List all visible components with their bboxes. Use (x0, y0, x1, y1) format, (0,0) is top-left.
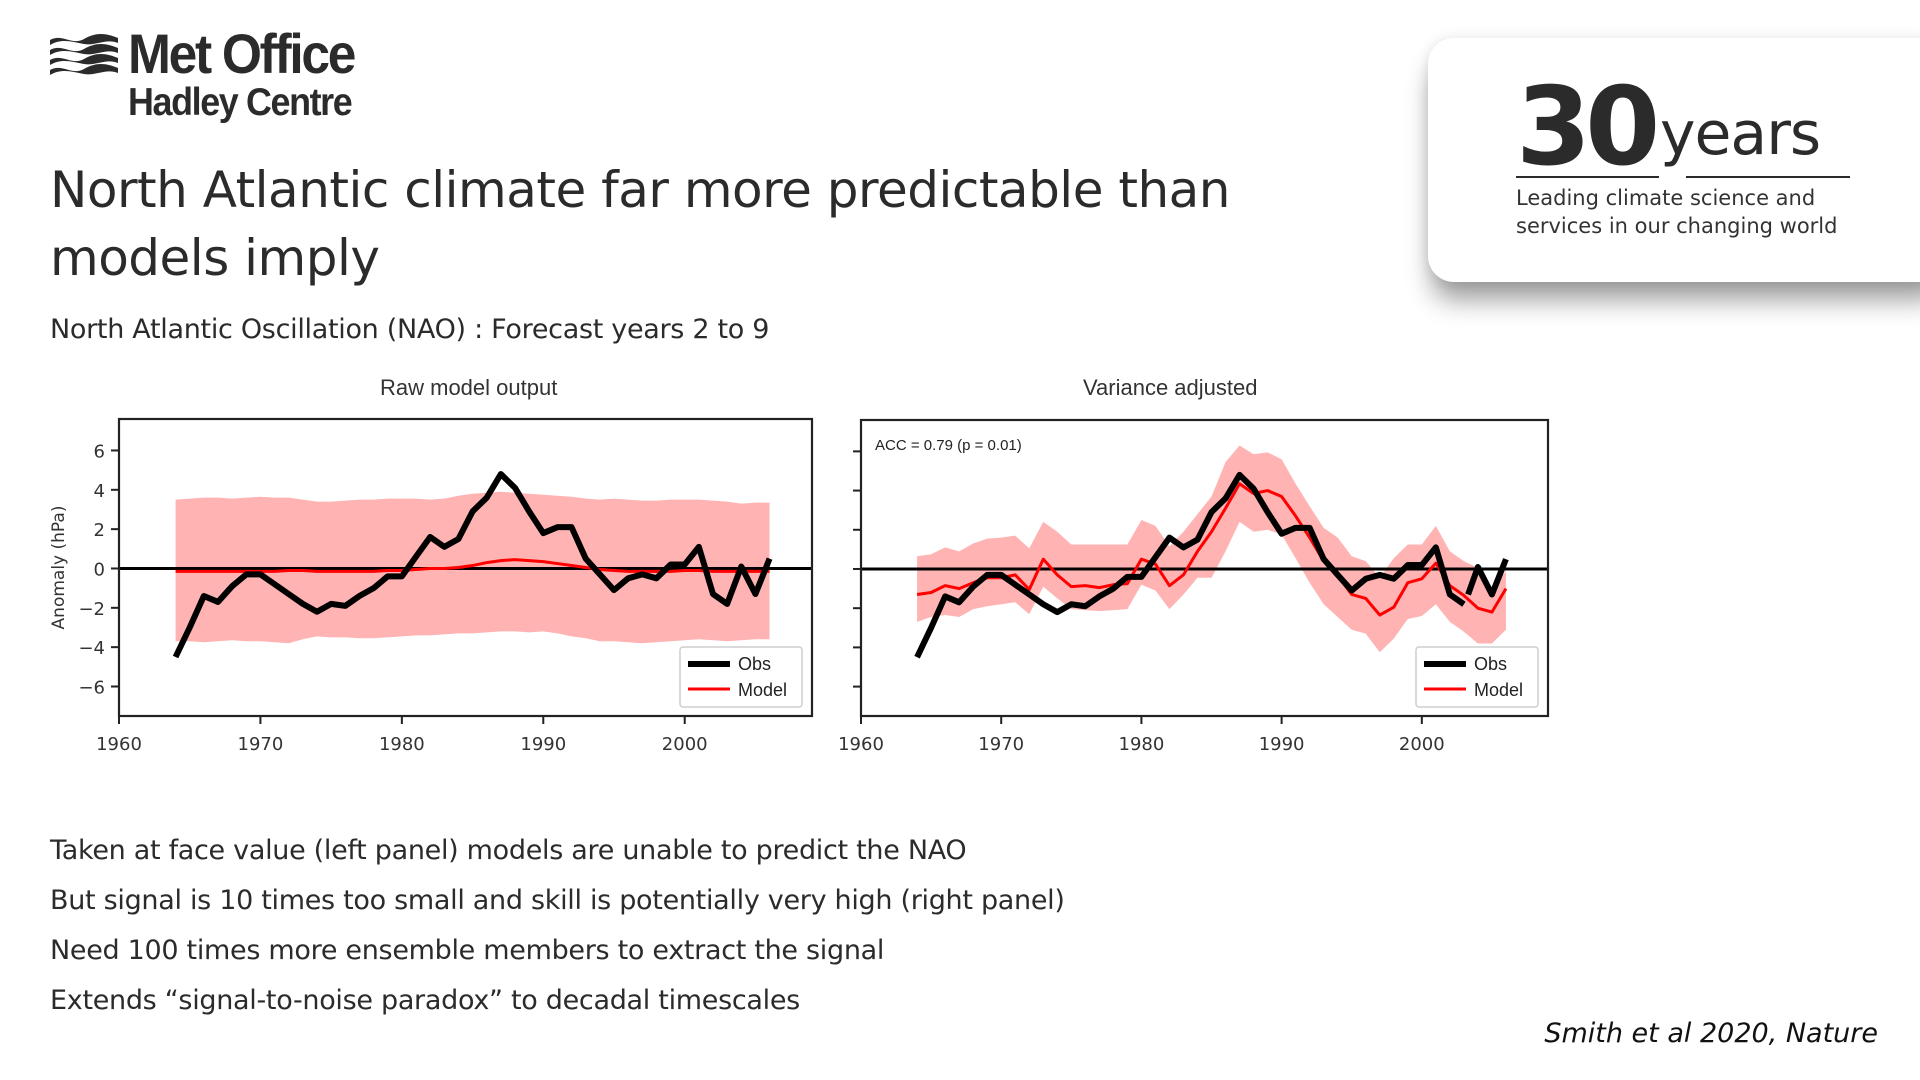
y-tick-label: 6 (94, 441, 105, 462)
tagline-line-1: Leading climate science and (1516, 186, 1816, 210)
model-line (916, 482, 1508, 617)
page-title: North Atlantic climate far more predicta… (50, 161, 1230, 287)
x-tick-label: 1960 (96, 734, 142, 755)
x-tick-label: 1980 (1119, 734, 1165, 755)
anniversary-unit: years (1660, 99, 1821, 169)
x-tick-label: 2000 (1399, 734, 1445, 755)
key-points: Taken at face value (left panel) models … (50, 826, 1065, 1026)
model-spread-band (917, 445, 1506, 653)
obs-line (172, 471, 773, 659)
obs-line (1465, 558, 1509, 598)
chart-title-adjusted: Variance adjusted (1083, 375, 1258, 400)
citation: Smith et al 2020, Nature (1544, 1018, 1878, 1049)
legend-label-model: Model (738, 680, 787, 700)
logo-name: Met Office (128, 22, 356, 85)
anniversary-card: 30 years Leading climate science and ser… (1428, 38, 1920, 282)
y-tick-label: −2 (78, 599, 105, 620)
model-line (175, 558, 770, 573)
y-tick-label: −6 (78, 677, 105, 698)
met-office-logo: Met Office Hadley Centre (48, 22, 398, 128)
y-tick-label: 2 (94, 520, 105, 541)
y-tick-label: 0 (94, 559, 105, 580)
x-tick-label: 1990 (520, 734, 566, 755)
legend-label-model: Model (1474, 680, 1523, 700)
x-tick-label: 1970 (238, 734, 284, 755)
y-tick-label: 4 (94, 481, 105, 502)
x-tick-label: 1990 (1259, 734, 1305, 755)
legend-label-obs: Obs (1474, 654, 1507, 674)
card-underline-left (1516, 176, 1659, 178)
card-underline-right (1686, 176, 1850, 178)
y-tick-label: −4 (78, 638, 105, 659)
y-axis-label: Anomaly (hPa) (49, 506, 69, 630)
key-point: Taken at face value (left panel) models … (50, 835, 967, 866)
key-point: But signal is 10 times too small and ski… (50, 885, 1065, 916)
x-tick-label: 1960 (838, 734, 884, 755)
chart-title-raw: Raw model output (380, 375, 558, 400)
anniversary-tagline: Leading climate science and services in … (1516, 184, 1856, 240)
tagline-line-2: services in our changing world (1516, 214, 1838, 238)
met-office-waves-icon (50, 34, 118, 75)
key-point: Need 100 times more ensemble members to … (50, 935, 885, 966)
acc-annotation: ACC = 0.79 (p = 0.01) (875, 437, 1022, 454)
x-tick-label: 1970 (978, 734, 1024, 755)
x-tick-label: 2000 (662, 734, 708, 755)
legend-label-obs: Obs (738, 654, 771, 674)
anniversary-number: 30 (1516, 65, 1660, 190)
key-point: Extends “signal-to-noise paradox” to dec… (50, 985, 800, 1016)
page-subtitle: North Atlantic Oscillation (NAO) : Forec… (50, 314, 770, 345)
logo-subtitle: Hadley Centre (128, 81, 353, 124)
x-tick-label: 1980 (379, 734, 425, 755)
obs-line (914, 471, 1466, 659)
